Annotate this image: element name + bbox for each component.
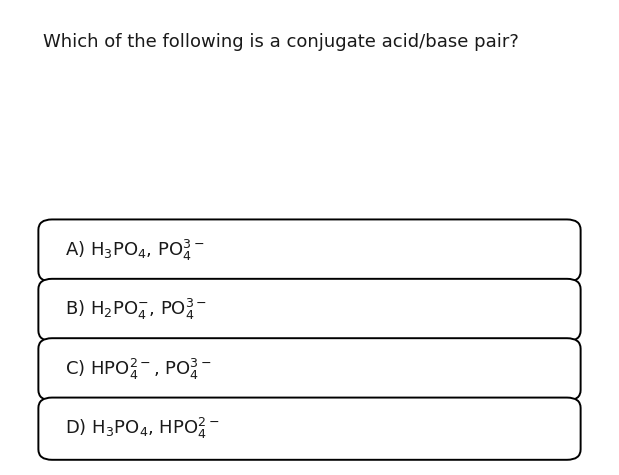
Text: C) $\mathregular{HPO_4^{2-}}$, $\mathregular{PO_4^{3-}}$: C) $\mathregular{HPO_4^{2-}}$, $\mathreg… (65, 357, 211, 382)
FancyBboxPatch shape (38, 338, 581, 400)
Text: Which of the following is a conjugate acid/base pair?: Which of the following is a conjugate ac… (43, 33, 519, 51)
FancyBboxPatch shape (38, 279, 581, 341)
FancyBboxPatch shape (38, 398, 581, 460)
Text: B) $\mathregular{H_2PO_4^{-}}$, $\mathregular{PO_4^{3-}}$: B) $\mathregular{H_2PO_4^{-}}$, $\mathre… (65, 297, 207, 323)
FancyBboxPatch shape (38, 219, 581, 282)
Text: A) $\mathregular{H_3PO_4}$, $\mathregular{PO_4^{3-}}$: A) $\mathregular{H_3PO_4}$, $\mathregula… (65, 238, 204, 263)
Text: D) $\mathregular{H_3PO_4}$, $\mathregular{HPO_4^{2-}}$: D) $\mathregular{H_3PO_4}$, $\mathregula… (65, 416, 220, 441)
